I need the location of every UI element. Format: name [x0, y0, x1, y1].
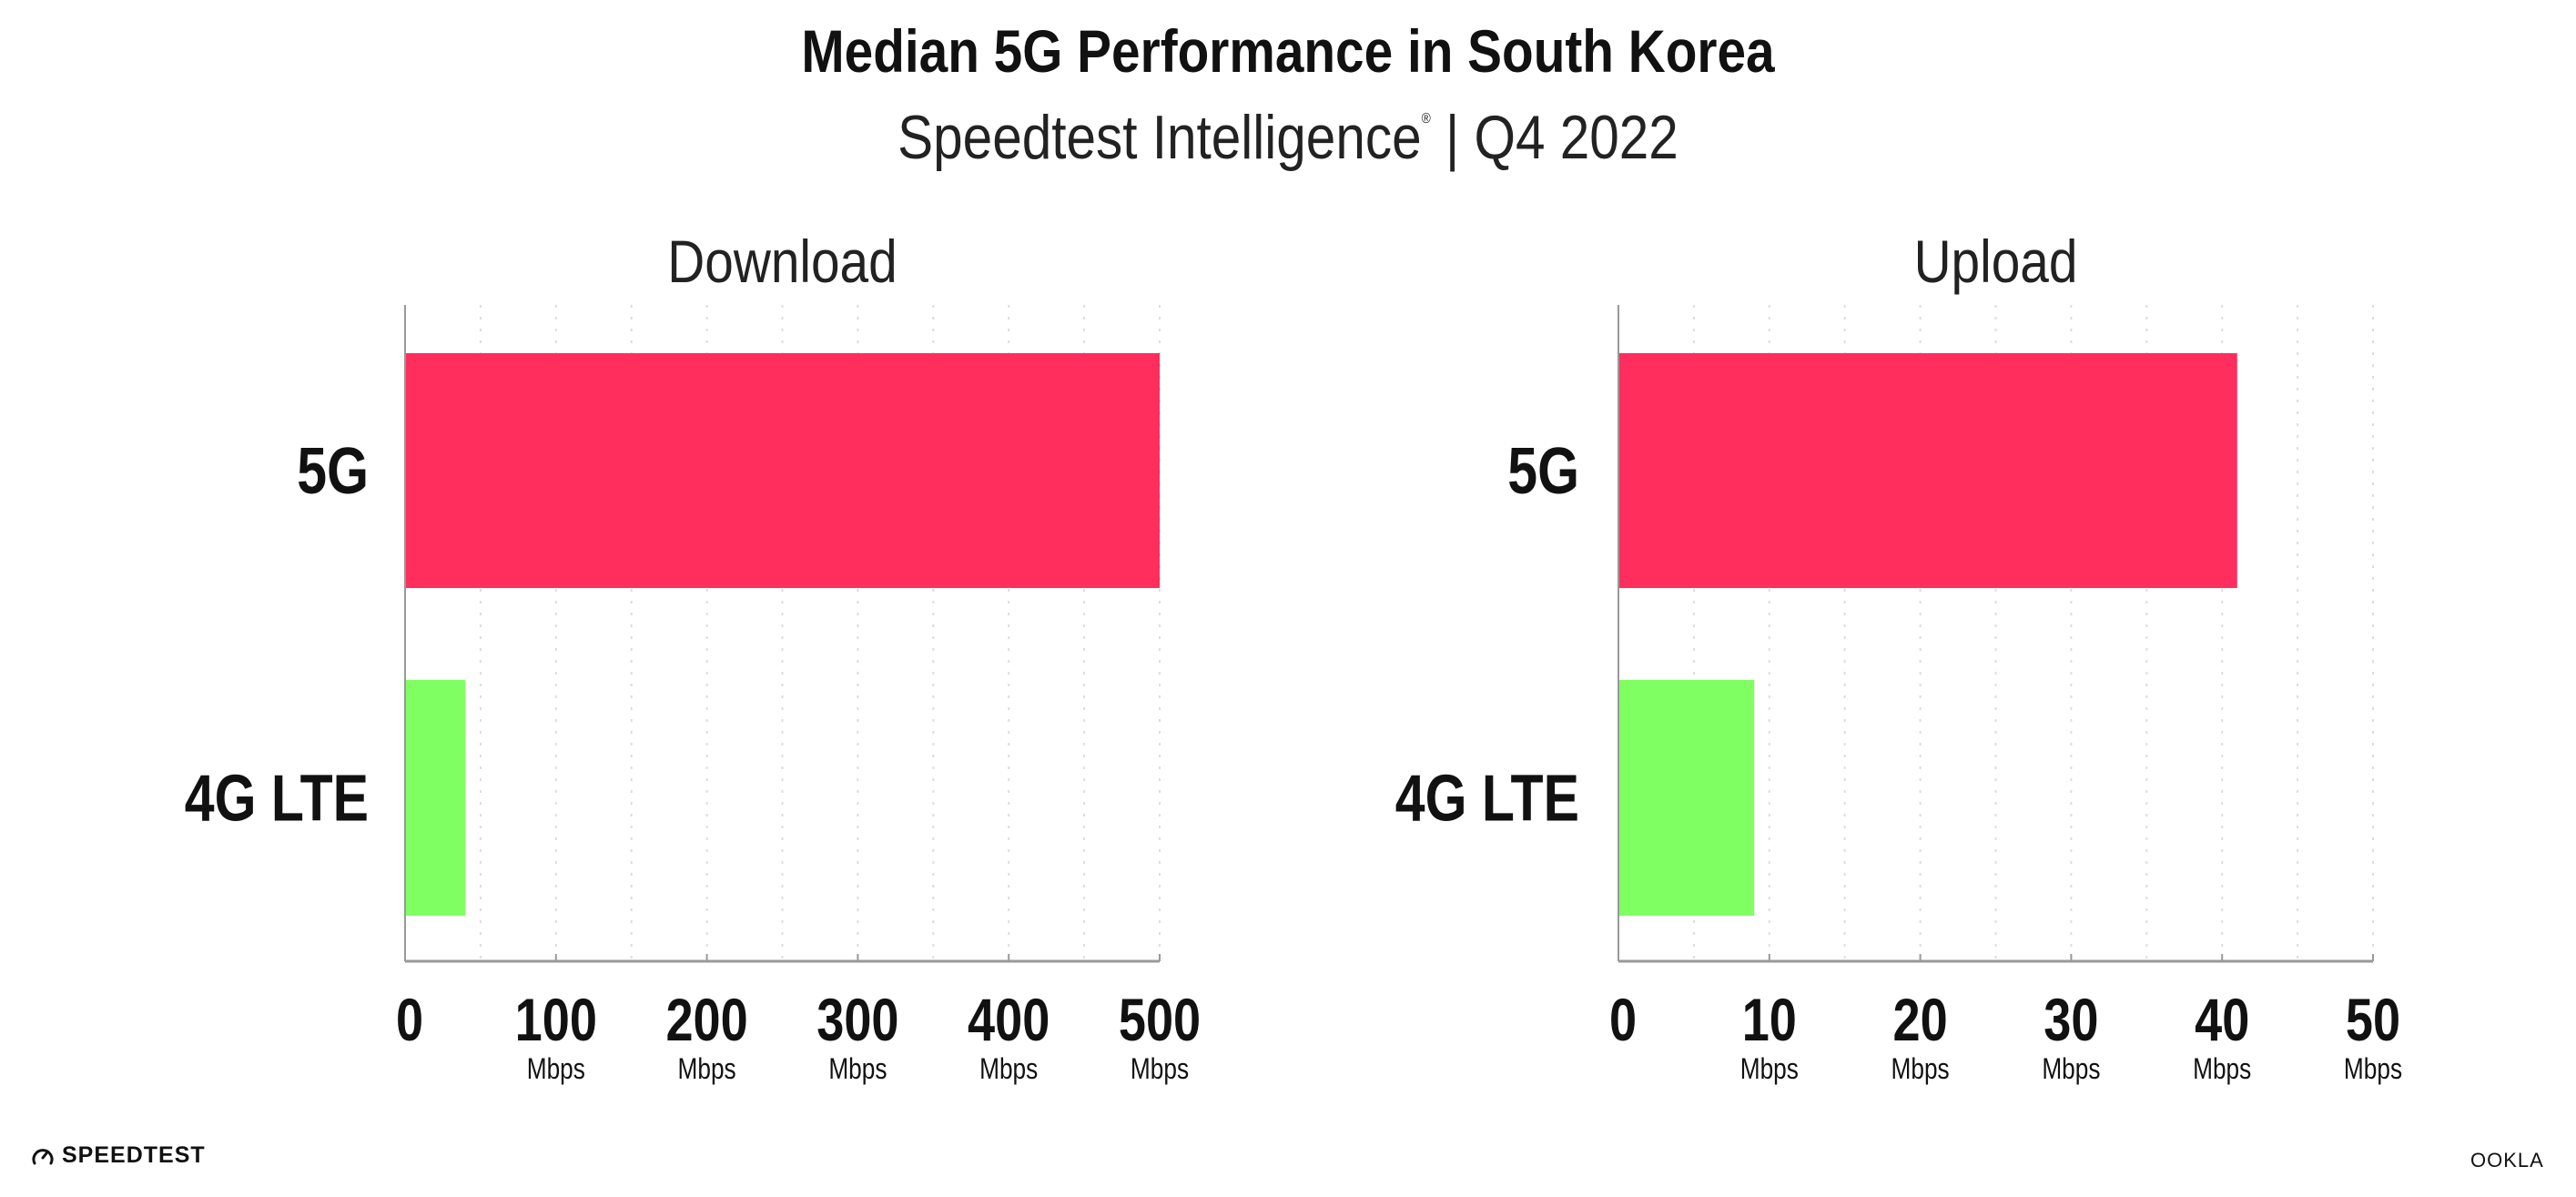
ookla-logo: OOKLA: [2470, 1149, 2544, 1172]
x-tick-label: 400: [968, 986, 1050, 1053]
bar-5g: [1618, 353, 2237, 588]
chart-title: Median 5G Performance in South Korea: [801, 17, 1775, 85]
x-tick-label: 20: [1893, 986, 1948, 1053]
category-label: 4G LTE: [1395, 761, 1579, 835]
x-tick-unit: Mbps: [828, 1054, 887, 1086]
x-tick-unit: Mbps: [2344, 1054, 2402, 1086]
x-tick-label: 10: [1742, 986, 1797, 1053]
x-tick-unit: Mbps: [2042, 1054, 2100, 1086]
speedtest-logo: SPEEDTEST: [31, 1142, 206, 1169]
speedtest-logo-text: SPEEDTEST: [62, 1142, 206, 1168]
x-tick-label: 0: [1609, 986, 1637, 1053]
category-label: 4G LTE: [185, 761, 369, 835]
bar-4g-lte: [1618, 680, 1755, 916]
x-tick-unit: Mbps: [1740, 1054, 1799, 1086]
panel-title: Download: [667, 228, 897, 296]
x-tick-unit: Mbps: [979, 1054, 1038, 1086]
x-tick-unit: Mbps: [527, 1054, 585, 1086]
x-tick-label: 50: [2346, 986, 2400, 1053]
category-label: 5G: [1507, 433, 1579, 507]
registered-mark: ®: [1421, 111, 1431, 127]
x-tick-label: 30: [2044, 986, 2098, 1053]
x-tick-unit: Mbps: [678, 1054, 736, 1086]
category-label: 5G: [297, 433, 369, 507]
x-tick-label: 300: [816, 986, 898, 1053]
x-tick-label: 500: [1119, 986, 1201, 1053]
panel-title: Upload: [1914, 228, 2078, 296]
x-tick-label: 40: [2195, 986, 2249, 1053]
chart-subtitle: Speedtest Intelligence® | Q4 2022: [180, 102, 2396, 173]
x-tick-unit: Mbps: [2193, 1054, 2251, 1086]
x-tick-label: 100: [515, 986, 597, 1053]
subtitle-period: | Q4 2022: [1445, 103, 1678, 172]
bar-4g-lte: [405, 680, 466, 916]
subtitle-text: Speedtest Intelligence: [898, 103, 1422, 172]
x-tick-unit: Mbps: [1131, 1054, 1189, 1086]
x-tick-unit: Mbps: [1891, 1054, 1950, 1086]
x-tick-label: 0: [396, 986, 423, 1053]
speedometer-icon: [32, 1148, 54, 1164]
x-tick-label: 200: [665, 986, 747, 1053]
bar-5g: [405, 353, 1160, 588]
